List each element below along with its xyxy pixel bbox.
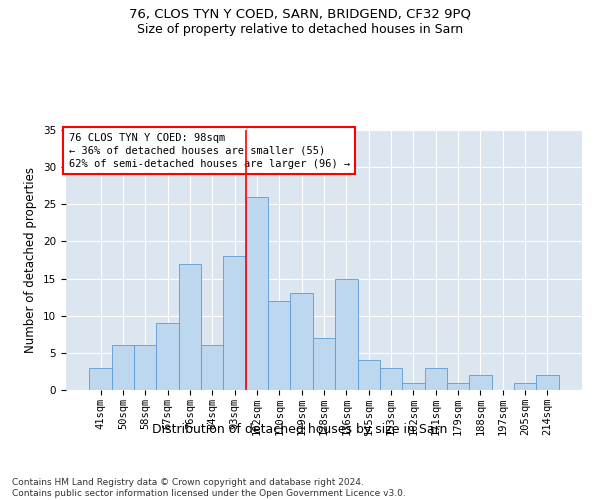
- Bar: [157, 323, 179, 390]
- Bar: [335, 278, 358, 390]
- Text: Contains HM Land Registry data © Crown copyright and database right 2024.
Contai: Contains HM Land Registry data © Crown c…: [12, 478, 406, 498]
- Bar: [313, 338, 335, 390]
- Bar: [89, 368, 112, 390]
- Bar: [246, 197, 268, 390]
- Bar: [290, 294, 313, 390]
- Text: 76 CLOS TYN Y COED: 98sqm
← 36% of detached houses are smaller (55)
62% of semi-: 76 CLOS TYN Y COED: 98sqm ← 36% of detac…: [68, 132, 350, 169]
- Text: 76, CLOS TYN Y COED, SARN, BRIDGEND, CF32 9PQ: 76, CLOS TYN Y COED, SARN, BRIDGEND, CF3…: [129, 8, 471, 20]
- Y-axis label: Number of detached properties: Number of detached properties: [25, 167, 37, 353]
- Bar: [402, 382, 425, 390]
- Bar: [380, 368, 402, 390]
- Bar: [447, 382, 469, 390]
- Bar: [223, 256, 246, 390]
- Bar: [179, 264, 201, 390]
- Bar: [514, 382, 536, 390]
- Bar: [469, 375, 491, 390]
- Text: Distribution of detached houses by size in Sarn: Distribution of detached houses by size …: [152, 422, 448, 436]
- Bar: [201, 346, 223, 390]
- Bar: [112, 346, 134, 390]
- Bar: [536, 375, 559, 390]
- Bar: [358, 360, 380, 390]
- Bar: [268, 301, 290, 390]
- Text: Size of property relative to detached houses in Sarn: Size of property relative to detached ho…: [137, 22, 463, 36]
- Bar: [425, 368, 447, 390]
- Bar: [134, 346, 157, 390]
